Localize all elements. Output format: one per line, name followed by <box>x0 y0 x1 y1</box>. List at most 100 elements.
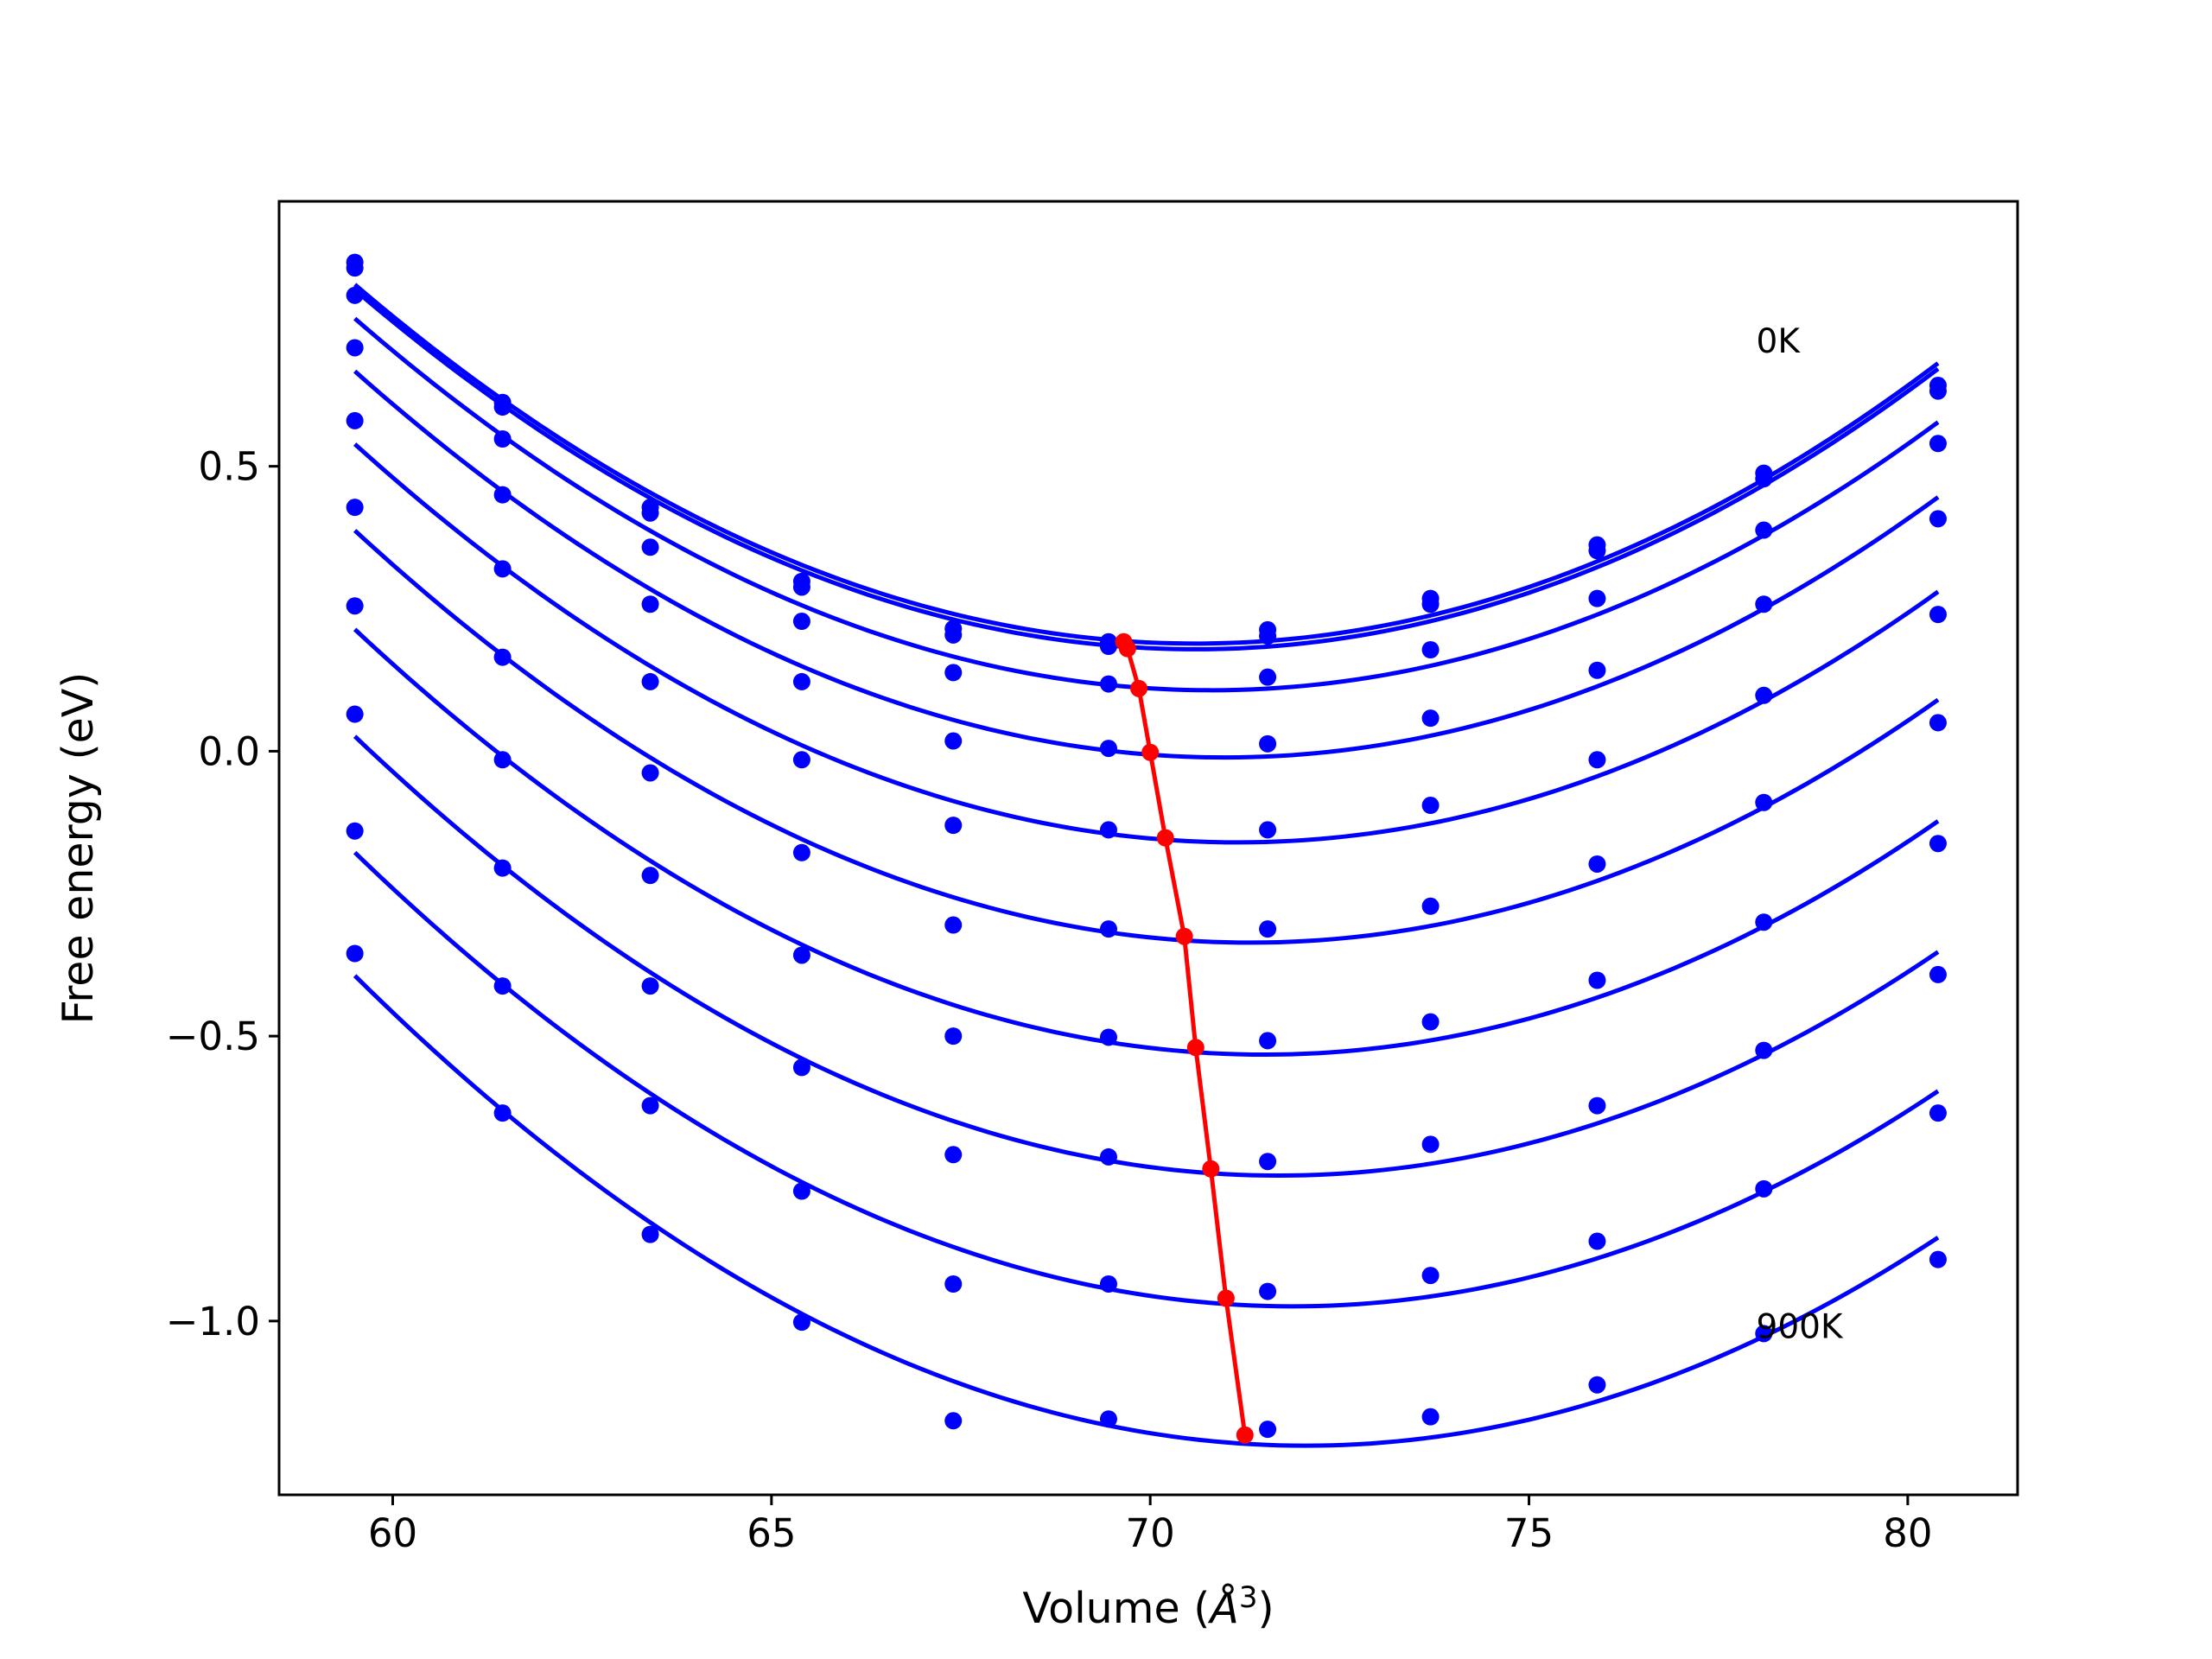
equilibrium-point <box>1186 1039 1205 1057</box>
curve-annotation: 0K <box>1757 322 1802 361</box>
data-point <box>641 504 659 522</box>
x-tick-label: 60 <box>368 1510 417 1556</box>
data-point <box>346 411 364 429</box>
data-point <box>1099 821 1117 839</box>
data-point <box>792 613 810 631</box>
data-point <box>1259 821 1277 839</box>
data-point <box>1259 1032 1277 1050</box>
data-point <box>1099 1274 1117 1293</box>
y-tick-label: 0.5 <box>198 444 260 490</box>
data-point <box>1929 965 1947 983</box>
equilibrium-point <box>1202 1160 1220 1178</box>
data-point <box>1588 855 1606 873</box>
data-point <box>1929 835 1947 853</box>
curve-annotation: 900K <box>1757 1308 1844 1347</box>
equilibrium-point <box>1156 829 1174 847</box>
data-point <box>346 597 364 615</box>
fit-curve-7 <box>353 734 1940 1179</box>
data-point <box>792 1058 810 1077</box>
data-point <box>1929 1104 1947 1122</box>
data-point <box>641 1225 659 1243</box>
fit-curve-0 <box>353 283 1940 646</box>
data-point <box>1099 1028 1117 1046</box>
plot-frame <box>277 200 2019 1497</box>
data-point <box>641 538 659 556</box>
data-point <box>1929 382 1947 400</box>
data-point <box>346 286 364 304</box>
data-point <box>493 1104 512 1122</box>
data-point <box>1259 668 1277 686</box>
data-point <box>1588 661 1606 679</box>
data-point <box>1755 521 1773 539</box>
data-point <box>1929 510 1947 528</box>
data-point <box>641 867 659 885</box>
data-point <box>493 560 512 578</box>
y-tick-label: −0.5 <box>166 1014 260 1059</box>
data-point <box>493 398 512 416</box>
data-point <box>792 751 810 769</box>
data-point <box>944 1412 963 1430</box>
equilibrium-point <box>1217 1289 1235 1307</box>
data-point <box>1099 1410 1117 1428</box>
data-point <box>346 705 364 723</box>
data-point <box>1929 435 1947 453</box>
data-point <box>1929 1250 1947 1268</box>
data-point <box>792 946 810 964</box>
data-point <box>792 843 810 861</box>
data-point <box>1099 1147 1117 1166</box>
data-point <box>493 486 512 504</box>
data-point <box>641 977 659 995</box>
data-point <box>1421 1135 1440 1154</box>
data-point <box>1755 470 1773 488</box>
data-point <box>1929 714 1947 732</box>
data-point <box>944 1274 963 1293</box>
data-point <box>1421 1013 1440 1031</box>
fit-curve-5 <box>353 529 1940 945</box>
data-point <box>1259 1282 1277 1300</box>
y-tick-label: −1.0 <box>166 1299 260 1344</box>
data-point <box>1755 793 1773 811</box>
data-point <box>1929 606 1947 624</box>
equilibrium-point <box>1141 743 1160 761</box>
x-tick-label: 65 <box>747 1510 796 1556</box>
data-point <box>641 1096 659 1115</box>
data-point <box>641 595 659 613</box>
data-point <box>1588 751 1606 769</box>
x-tick-label: 80 <box>1883 1510 1932 1556</box>
y-tick-label: 0.0 <box>198 728 260 774</box>
data-point <box>1755 686 1773 704</box>
data-point <box>1421 1408 1440 1426</box>
data-point <box>792 672 810 690</box>
data-point <box>1588 1376 1606 1394</box>
data-point <box>1755 1325 1773 1343</box>
series-4 <box>346 411 1947 845</box>
data-point <box>944 732 963 750</box>
data-point <box>1755 595 1773 613</box>
data-point <box>641 672 659 690</box>
equilibrium-point <box>1130 679 1148 697</box>
data-point <box>792 578 810 596</box>
data-point <box>944 1146 963 1164</box>
series-5 <box>346 499 1947 945</box>
data-point <box>1588 589 1606 607</box>
data-point <box>944 817 963 835</box>
data-point <box>1259 920 1277 938</box>
series-1 <box>346 259 1947 656</box>
data-point <box>944 1027 963 1046</box>
data-point <box>1259 1153 1277 1171</box>
data-point <box>944 916 963 934</box>
data-point <box>641 764 659 782</box>
x-tick-label: 70 <box>1126 1510 1175 1556</box>
data-point <box>944 626 963 644</box>
data-point <box>944 664 963 682</box>
data-point <box>346 944 364 963</box>
data-point <box>1421 709 1440 728</box>
data-point <box>346 259 364 277</box>
equilibrium-point <box>1118 639 1136 658</box>
data-point <box>1259 1421 1277 1439</box>
data-point <box>1259 734 1277 753</box>
data-point <box>1421 797 1440 815</box>
data-point <box>1755 1041 1773 1059</box>
plot-area <box>346 253 1947 1448</box>
